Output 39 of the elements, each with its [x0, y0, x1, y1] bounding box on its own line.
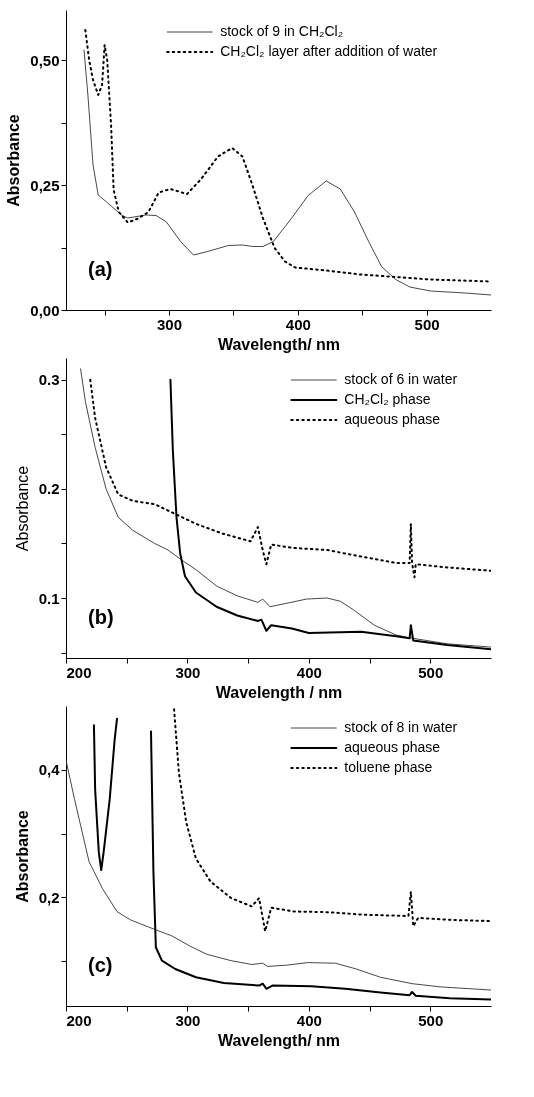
annotation: (b)	[88, 606, 114, 628]
y-tick-label: 0,2	[38, 888, 60, 906]
y-axis-title: Absorbance	[13, 810, 31, 903]
legend-label: aqueous phase	[344, 739, 441, 755]
legend-label: CH₂Cl₂ layer after addition of water	[220, 43, 438, 59]
x-tick-label: 500	[418, 663, 444, 681]
x-tick-label: 500	[418, 1011, 444, 1029]
x-tick-label: 400	[296, 663, 322, 681]
y-tick-label: 0,00	[30, 301, 60, 319]
x-tick-label: 400	[285, 315, 311, 333]
line-series	[173, 708, 491, 933]
y-axis-title: Absorbance	[5, 114, 23, 207]
annotation: (a)	[88, 258, 113, 280]
x-axis-title: Wavelength/ nm	[217, 1031, 341, 1049]
x-tick-label: 200	[66, 1011, 92, 1029]
x-tick-label: 300	[175, 663, 201, 681]
y-tick-label: 0.3	[38, 371, 60, 389]
x-tick-label: 300	[175, 1011, 201, 1029]
line-series	[80, 368, 491, 648]
legend-label: aqueous phase	[344, 411, 441, 427]
line-series	[66, 759, 491, 991]
legend-label: stock of 9 in CH₂Cl₂	[220, 23, 344, 39]
legend-label: toluene phase	[344, 759, 433, 775]
x-tick-label: 200	[66, 663, 92, 681]
annotation: (c)	[88, 954, 113, 976]
legend-label: stock of 8 in water	[344, 719, 458, 735]
y-tick-label: 0.1	[38, 589, 60, 607]
y-tick-label: 0.2	[38, 480, 60, 498]
legend-label: stock of 6 in water	[344, 371, 458, 387]
y-tick-label: 0,50	[30, 51, 60, 69]
x-axis-title: Wavelength / nm	[215, 683, 343, 701]
x-tick-label: 500	[414, 315, 440, 333]
y-axis-title: Absorbance	[13, 465, 31, 552]
y-tick-label: 0,4	[38, 761, 61, 779]
x-axis-title: Wavelength/ nm	[217, 335, 341, 353]
x-tick-label: 400	[296, 1011, 322, 1029]
y-tick-label: 0,25	[30, 176, 60, 194]
x-tick-label: 300	[157, 315, 183, 333]
legend-label: CH₂Cl₂ phase	[344, 391, 431, 407]
